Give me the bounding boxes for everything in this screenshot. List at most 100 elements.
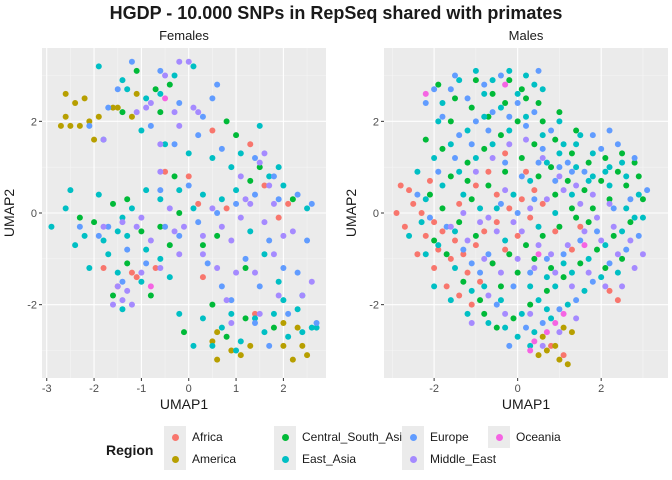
data-point xyxy=(157,265,164,271)
data-point xyxy=(119,306,126,313)
data-point xyxy=(460,246,467,253)
data-point xyxy=(275,164,282,171)
data-point xyxy=(598,145,605,152)
data-point xyxy=(527,177,534,184)
data-point xyxy=(489,155,496,161)
data-point xyxy=(543,255,550,262)
data-point xyxy=(81,232,88,239)
data-point xyxy=(514,210,521,216)
data-point xyxy=(171,173,178,180)
data-point xyxy=(606,200,613,207)
data-point xyxy=(635,191,642,198)
data-point xyxy=(589,173,596,180)
data-point xyxy=(594,246,600,253)
data-point xyxy=(252,191,258,198)
data-point xyxy=(472,118,479,125)
data-point xyxy=(539,86,546,93)
data-point xyxy=(294,191,301,198)
data-point xyxy=(214,232,221,239)
data-point xyxy=(472,77,479,84)
data-point xyxy=(447,255,454,262)
data-point xyxy=(573,315,580,322)
series-africa xyxy=(393,150,621,359)
data-point xyxy=(119,219,126,226)
data-point xyxy=(228,164,235,171)
data-point xyxy=(518,86,525,93)
data-point xyxy=(124,232,131,239)
data-point xyxy=(304,237,311,244)
data-point xyxy=(418,219,425,226)
data-point xyxy=(406,232,413,239)
data-point xyxy=(510,219,517,226)
y-tick-label: 0 xyxy=(373,208,379,220)
data-point xyxy=(543,196,550,203)
data-point xyxy=(209,127,216,134)
data-point xyxy=(535,67,542,74)
data-point xyxy=(67,187,74,194)
data-point xyxy=(439,145,446,152)
data-point xyxy=(426,214,433,221)
data-point xyxy=(431,265,438,271)
data-point xyxy=(452,237,458,244)
data-point xyxy=(514,333,521,340)
data-point xyxy=(289,356,296,363)
data-point xyxy=(548,315,555,322)
data-point xyxy=(422,100,429,106)
data-point xyxy=(270,251,277,258)
data-point xyxy=(568,191,575,198)
data-point xyxy=(527,310,534,317)
data-point xyxy=(261,150,268,157)
data-point xyxy=(162,72,169,79)
data-point xyxy=(228,237,235,244)
data-point xyxy=(581,242,588,249)
data-point xyxy=(100,237,107,244)
data-point xyxy=(468,320,475,326)
data-point xyxy=(435,81,442,88)
data-point xyxy=(162,223,169,230)
data-point xyxy=(414,168,421,175)
panel-title: Males xyxy=(509,28,544,43)
data-point xyxy=(275,214,282,221)
data-point xyxy=(527,205,534,212)
data-point xyxy=(247,200,254,207)
data-point xyxy=(304,352,311,359)
data-point xyxy=(539,320,546,326)
data-point xyxy=(556,150,563,157)
data-point xyxy=(539,132,546,139)
data-point xyxy=(527,301,534,308)
series-europe xyxy=(414,67,651,349)
data-point xyxy=(523,72,529,79)
data-point xyxy=(489,77,496,84)
data-point xyxy=(105,223,112,230)
data-point xyxy=(548,265,555,271)
data-point xyxy=(124,196,131,203)
data-point xyxy=(472,182,479,189)
data-point xyxy=(233,132,240,139)
data-point xyxy=(143,95,150,102)
data-point xyxy=(589,150,596,157)
data-point xyxy=(308,278,315,285)
data-point xyxy=(105,251,112,258)
data-point xyxy=(313,320,320,326)
data-point xyxy=(100,136,107,143)
data-point xyxy=(552,136,559,143)
data-point xyxy=(623,173,630,180)
data-point xyxy=(502,310,509,317)
data-point xyxy=(133,109,140,116)
data-point xyxy=(280,182,287,189)
data-point xyxy=(280,232,287,239)
data-point xyxy=(199,191,206,198)
data-point xyxy=(91,136,98,143)
data-point xyxy=(523,95,529,102)
x-tick-label: 2 xyxy=(280,383,286,395)
data-point xyxy=(280,320,287,326)
series-africa xyxy=(100,127,292,317)
data-point xyxy=(535,223,542,230)
data-point xyxy=(481,255,488,262)
data-point xyxy=(531,329,538,336)
data-point xyxy=(176,210,183,216)
data-point xyxy=(128,269,135,276)
data-point xyxy=(573,214,580,221)
data-point xyxy=(133,223,140,230)
data-point xyxy=(114,269,121,276)
